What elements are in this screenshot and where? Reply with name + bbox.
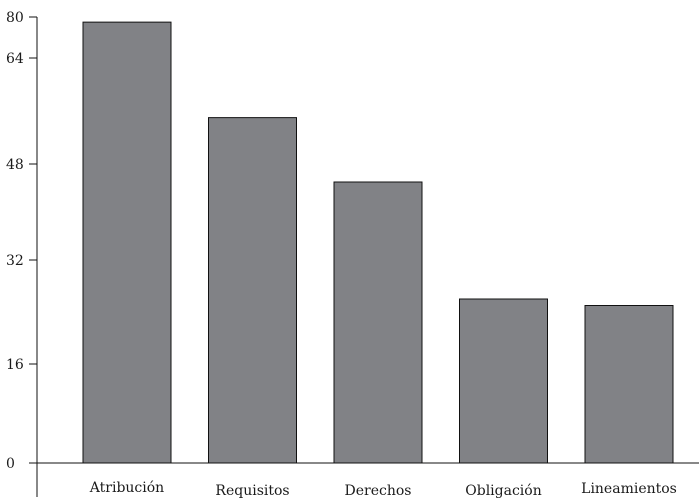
- x-category-label: Lineamientos: [581, 481, 677, 497]
- bar-lineamientos: [584, 305, 674, 464]
- y-tick-label: 32: [6, 253, 24, 269]
- x-category-label: Obligación: [465, 483, 541, 499]
- x-axis: Atribución Requisitos Derechos Obligación Li…: [37, 462, 699, 499]
- x-category-label: Requisitos: [215, 483, 289, 499]
- bar-requisitos: [208, 117, 297, 464]
- y-tick-label: 0: [6, 456, 15, 472]
- y-tick-label: 80: [6, 10, 24, 26]
- bar-derechos: [333, 181, 423, 464]
- y-tick-label: 48: [6, 157, 24, 173]
- y-tick-label: 16: [6, 357, 24, 373]
- x-category-label: Atribución: [89, 480, 164, 496]
- x-category-label: Derechos: [345, 483, 412, 499]
- y-axis: 0 16 32 48 64 80: [6, 10, 38, 497]
- y-tick-label: 64: [6, 51, 24, 67]
- bars-group: [82, 21, 674, 464]
- bar-atribución: [82, 21, 172, 464]
- bar-obligación: [459, 298, 548, 464]
